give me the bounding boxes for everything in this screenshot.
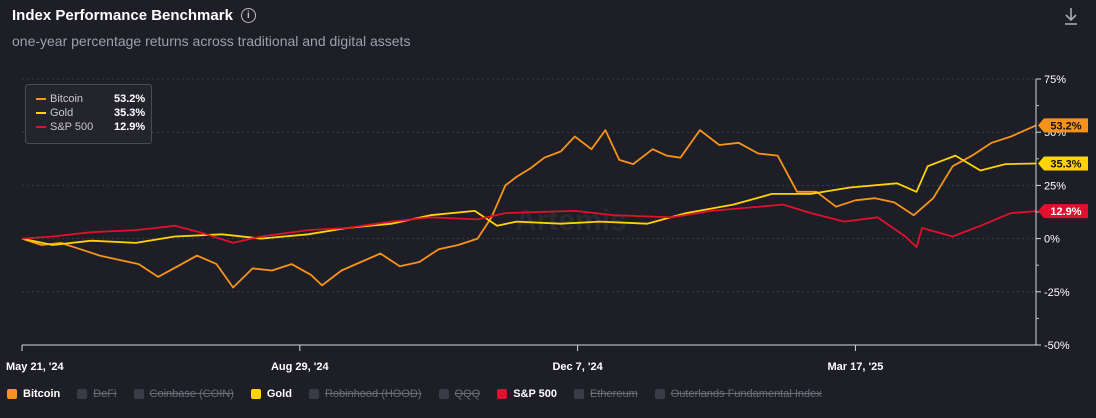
y-tick-label: 75%: [1044, 74, 1066, 86]
legend-swatch: [133, 389, 144, 399]
tooltip-series-name: S&P 500: [50, 121, 94, 133]
end-label-s-p-500: 12.9%: [1038, 204, 1088, 219]
legend-swatch: [497, 389, 508, 399]
legend-item[interactable]: Ethereum: [574, 388, 638, 400]
legend-label: DeFi: [93, 388, 117, 400]
end-label-bg: [1038, 204, 1088, 219]
tooltip-series-value: 12.9%: [114, 121, 146, 133]
legend-label: QQQ: [454, 388, 481, 400]
y-tick-label: -25%: [1044, 287, 1070, 299]
legend-label: S&P 500: [513, 388, 558, 400]
legend-label: Ethereum: [590, 388, 638, 400]
tooltip-series-name: Bitcoin: [50, 93, 84, 105]
legend-item[interactable]: DeFi: [77, 388, 117, 400]
download-icon[interactable]: [1062, 6, 1080, 26]
x-tick-label: Dec 7, '24: [552, 361, 603, 373]
chart-series: [21, 124, 1037, 289]
legend-item[interactable]: Coinbase (COIN): [133, 388, 234, 400]
legend-item[interactable]: QQQ: [438, 388, 481, 400]
legend-label: Gold: [266, 388, 292, 400]
end-labels: 53.2% 35.3% 12.9%: [1038, 118, 1088, 219]
legend-swatch: [250, 389, 261, 399]
legend: Bitcoin DeFi Coinbase (COIN) Gold Robinhood …: [7, 386, 839, 402]
legend-swatch: [77, 389, 88, 399]
end-label-bg: [1038, 118, 1088, 133]
y-tick-label: 25%: [1044, 180, 1066, 192]
end-label-text: 35.3%: [1050, 158, 1081, 170]
end-label-text: 12.9%: [1050, 206, 1081, 218]
tooltip-swatch: [36, 126, 46, 128]
watermark: Artemis: [515, 204, 627, 237]
legend-label: Coinbase (COIN): [149, 388, 234, 400]
chart-title: Index Performance Benchmark i: [12, 7, 256, 24]
y-tick-label: -50%: [1044, 340, 1070, 352]
end-label-bitcoin: 53.2%: [1038, 118, 1088, 133]
tooltip-swatch: [36, 112, 46, 114]
legend-item[interactable]: S&P 500: [497, 388, 557, 400]
legend-item[interactable]: Robinhood (HOOD): [308, 388, 422, 400]
legend-swatch: [654, 389, 665, 399]
tooltip-series-value: 35.3%: [114, 107, 146, 119]
x-tick-label: Mar 17, '25: [828, 361, 884, 373]
legend-swatch: [574, 389, 585, 399]
chart-title-text: Index Performance Benchmark: [12, 7, 233, 24]
tooltip-series-value: 53.2%: [114, 93, 146, 105]
legend-label: Outerlands Fundamental Index: [670, 388, 822, 400]
series-line-s-p-500: [21, 203, 1037, 249]
legend-label: Bitcoin: [23, 388, 61, 400]
tooltip-row: Gold 35.3%: [36, 106, 145, 120]
end-label-text: 53.2%: [1050, 120, 1081, 132]
tooltip-row: S&P 500 12.9%: [36, 120, 145, 134]
chart-subtitle: one-year percentage returns across tradi…: [12, 33, 411, 49]
end-label-gold: 35.3%: [1038, 156, 1088, 171]
chart-grid: [22, 78, 1036, 293]
x-tick-label: May 21, '24: [6, 361, 65, 373]
tooltip-row: Bitcoin 53.2%: [36, 92, 145, 106]
tooltip: Bitcoin 53.2% Gold 35.3% S&P 500 12.9%: [25, 84, 152, 144]
series-line-bitcoin: [21, 124, 1037, 289]
end-label-bg: [1038, 156, 1088, 171]
tooltip-series-name: Gold: [50, 107, 74, 119]
y-tick-label: 0%: [1044, 234, 1060, 246]
chart-axes: 75%50%25%0%-25%-50%May 21, '24 Aug 29, '2…: [6, 74, 1070, 373]
legend-swatch: [438, 389, 449, 399]
info-icon[interactable]: i: [240, 8, 256, 23]
legend-item[interactable]: Outerlands Fundamental Index: [654, 388, 822, 400]
legend-swatch: [7, 389, 17, 399]
tooltip-swatch: [36, 98, 46, 100]
legend-item[interactable]: Bitcoin: [7, 388, 60, 400]
legend-swatch: [308, 389, 319, 399]
x-tick-label: Aug 29, '24: [271, 361, 330, 373]
legend-label: Robinhood (HOOD): [324, 388, 422, 400]
legend-item[interactable]: Gold: [250, 388, 292, 400]
